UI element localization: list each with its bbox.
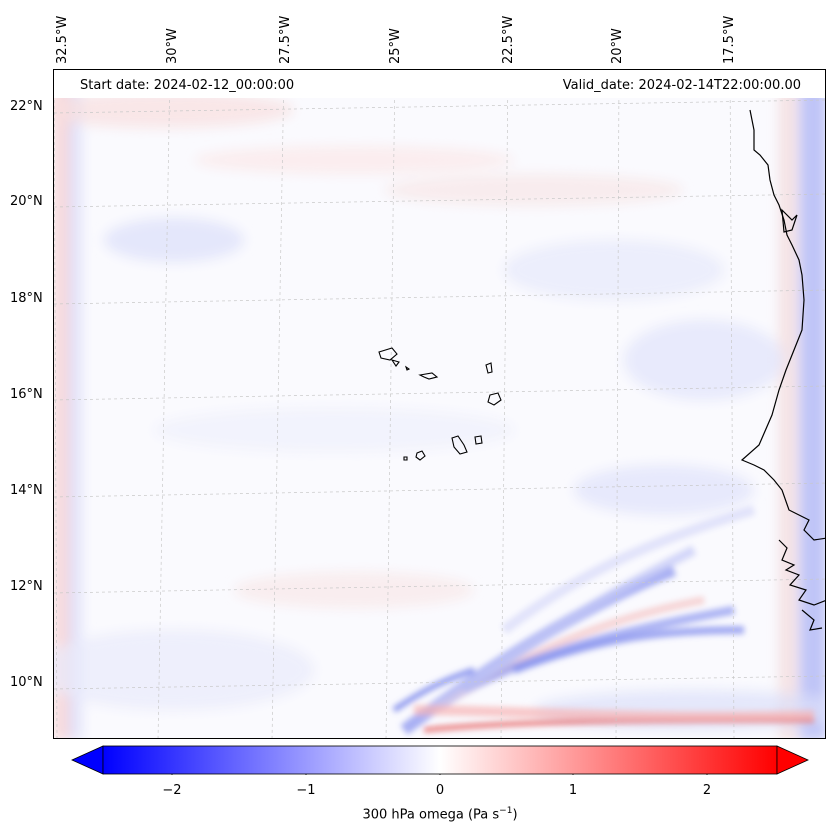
- colorbar-tick-1: 1: [568, 783, 578, 798]
- omega-wave-bands: [392, 505, 815, 735]
- omega-field-patches: [54, 70, 825, 738]
- colorbar-title-exponent: −1: [499, 806, 513, 816]
- cape-verde-islands: [378, 347, 502, 461]
- map-panel: Start date: 2024-02-12_00:00:00 Valid_da…: [53, 69, 826, 739]
- lon-label-17-5w: 17.5°W: [722, 15, 737, 64]
- omega-field-map: [54, 70, 825, 738]
- lon-label-30w: 30°W: [165, 28, 180, 64]
- lon-label-25w: 25°W: [388, 28, 403, 64]
- colorbar-tick-neg2: −2: [162, 783, 182, 798]
- header-strip: Start date: 2024-02-12_00:00:00 Valid_da…: [54, 70, 825, 98]
- graticule: [54, 70, 825, 738]
- colorbar-title-suffix: ): [512, 807, 518, 823]
- lat-label-14n: 14°N: [10, 483, 43, 498]
- lat-label-20n: 20°N: [10, 194, 43, 209]
- colorbar-ticks: [171, 774, 708, 775]
- colorbar-max-extend: [776, 745, 809, 775]
- lon-label-20w: 20°W: [610, 28, 625, 64]
- start-date-label: Start date: 2024-02-12_00:00:00: [80, 78, 295, 93]
- coastline: [740, 109, 825, 631]
- lat-label-22n: 22°N: [10, 99, 43, 114]
- lat-label-18n: 18°N: [10, 291, 43, 306]
- colorbar-gradient: [102, 745, 778, 775]
- lat-label-12n: 12°N: [10, 579, 43, 594]
- lat-label-16n: 16°N: [10, 387, 43, 402]
- valid-date-label: Valid_date: 2024-02-14T22:00:00.00: [562, 78, 801, 93]
- colorbar-tick-0: 0: [435, 783, 445, 798]
- colorbar-tick-neg1: −1: [296, 783, 316, 798]
- lat-label-10n: 10°N: [10, 675, 43, 690]
- colorbar-title: 300 hPa omega (Pa s−1): [362, 806, 517, 822]
- colorbar-min-extend: [71, 745, 104, 775]
- lon-label-22-5w: 22.5°W: [501, 15, 516, 64]
- colorbar-tick-2: 2: [702, 783, 712, 798]
- colorbar: [71, 745, 809, 775]
- lon-label-32-5w: 32.5°W: [55, 15, 70, 64]
- colorbar-title-text: 300 hPa omega (Pa s: [362, 807, 500, 823]
- lon-label-27-5w: 27.5°W: [278, 15, 293, 64]
